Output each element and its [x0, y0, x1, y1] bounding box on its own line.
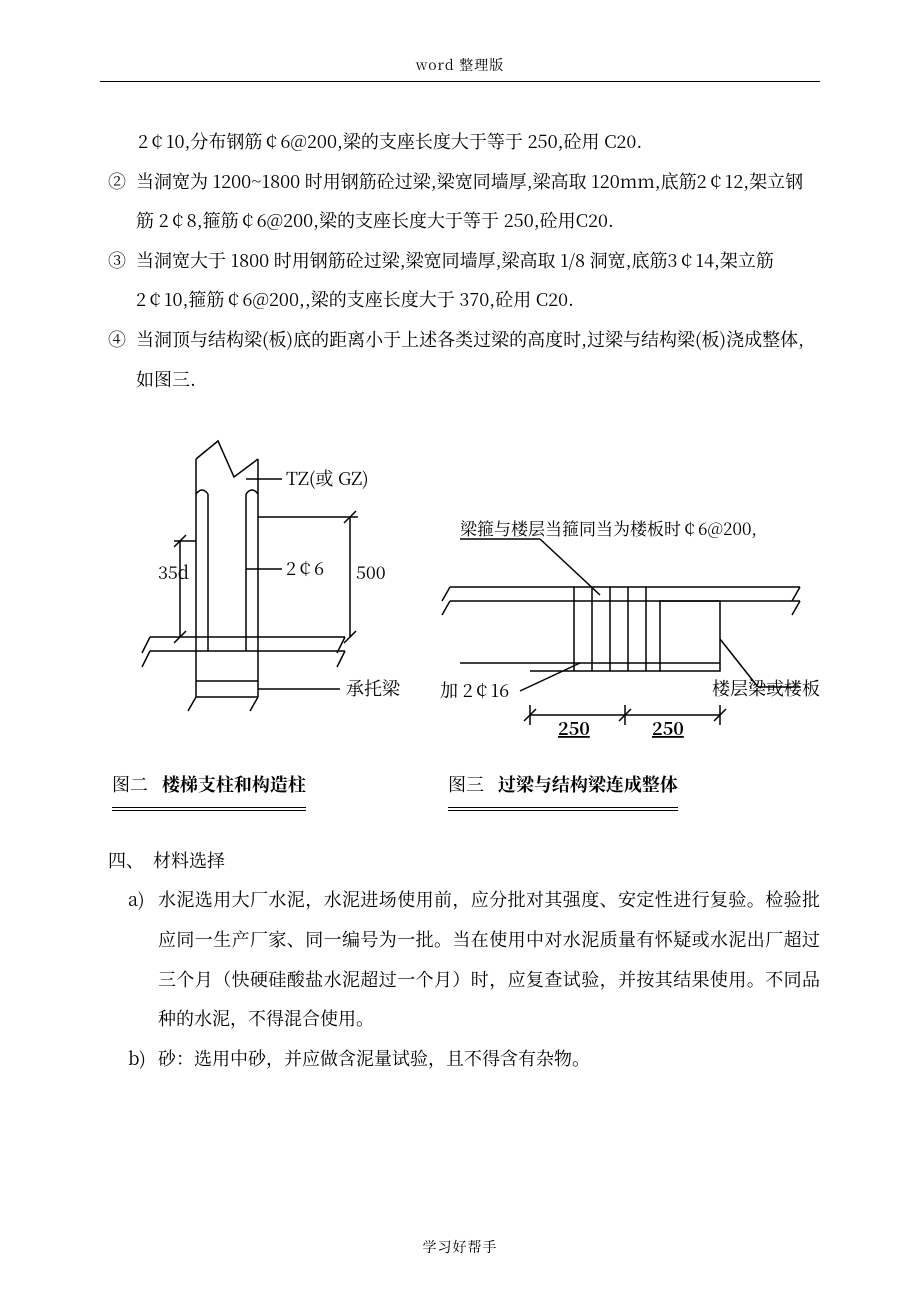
- item-marker: ④: [108, 320, 136, 399]
- label-tz: TZ(或 GZ): [286, 465, 369, 491]
- label-cht: 承托梁: [346, 675, 401, 701]
- cap3-bold: 过梁与结构梁连成整体: [498, 771, 678, 797]
- label-floorbeam: 楼层梁或楼板: [712, 675, 820, 701]
- label-35d: 35d: [158, 559, 189, 585]
- label-add: 加 2￠16: [440, 677, 509, 703]
- page-footer: 学习好帮手: [0, 1237, 920, 1257]
- item-b: b) 砂：选用中砂，并应做含泥量试验，且不得含有杂物。: [100, 1039, 820, 1079]
- item-2: ② 当洞宽为 1200~1800 时用钢筋砼过梁,梁宽同墙厚,梁高取 120mm…: [100, 162, 820, 241]
- figures: TZ(或 GZ) 35d 2￠6 500 承托梁: [100, 419, 820, 759]
- item-a: a) 水泥选用大厂水泥，水泥进场使用前，应分批对其强度、安定性进行复验。检验批应…: [100, 880, 820, 1038]
- item-marker: ②: [108, 162, 136, 241]
- item-text: 当洞顶与结构梁(板)底的距离小于上述各类过梁的高度时,过梁与结构梁(板)浇成整体…: [136, 320, 820, 399]
- figure-captions: 图二 楼梯支柱和构造柱 图三 过梁与结构梁连成整体: [100, 765, 820, 811]
- item-text: 当洞宽大于 1800 时用钢筋砼过梁,梁宽同墙厚,梁高取 1/8 洞宽,底筋3￠…: [136, 241, 820, 320]
- body: 2￠10,分布钢筋￠6@200,梁的支座长度大于等于 250,砼用 C20. ②…: [100, 122, 820, 1078]
- alpha-text: 砂：选用中砂，并应做含泥量试验，且不得含有杂物。: [158, 1039, 820, 1079]
- item-4: ④ 当洞顶与结构梁(板)底的距离小于上述各类过梁的高度时,过梁与结构梁(板)浇成…: [100, 320, 820, 399]
- alpha-marker: b): [128, 1039, 158, 1079]
- section-4-title: 四、 材料选择: [100, 841, 820, 881]
- item-marker: ③: [108, 241, 136, 320]
- dim-250a: 250: [558, 715, 590, 741]
- label-2c6: 2￠6: [286, 555, 324, 581]
- cap2-bold: 楼梯支柱和构造柱: [162, 771, 306, 797]
- label-500: 500: [356, 559, 386, 585]
- item-3: ③ 当洞宽大于 1800 时用钢筋砼过梁,梁宽同墙厚,梁高取 1/8 洞宽,底筋…: [100, 241, 820, 320]
- line-top: 2￠10,分布钢筋￠6@200,梁的支座长度大于等于 250,砼用 C20.: [100, 122, 820, 162]
- dim-250b: 250: [652, 715, 684, 741]
- label-topnote: 梁箍与楼层当箍同当为楼板时￠6@200,: [460, 515, 757, 540]
- cap2-pref: 图二: [112, 771, 148, 797]
- alpha-marker: a): [128, 880, 158, 1038]
- alpha-text: 水泥选用大厂水泥，水泥进场使用前，应分批对其强度、安定性进行复验。检验批应同一生…: [158, 880, 820, 1038]
- cap3-pref: 图三: [448, 771, 484, 797]
- item-text: 当洞宽为 1200~1800 时用钢筋砼过梁,梁宽同墙厚,梁高取 120mm,底…: [136, 162, 820, 241]
- page-header: word 整理版: [100, 55, 820, 82]
